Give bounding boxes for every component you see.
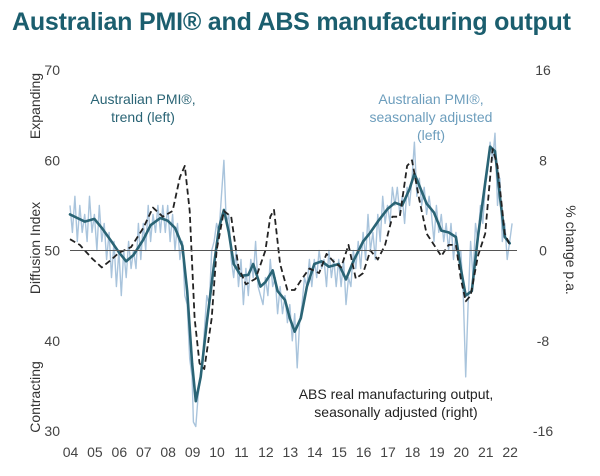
y-left-tick-label: 70	[44, 62, 60, 78]
y-left-tick-label: 60	[44, 152, 60, 168]
x-tick-label: 19	[429, 444, 445, 460]
ann-layer: Australian PMI®, trend (left) Australian P…	[90, 91, 493, 420]
y-right-tick-label: -8	[537, 333, 550, 349]
annotation-trend-line: trend (left)	[111, 109, 175, 125]
expanding-label: Expanding	[27, 73, 43, 139]
y-right-axis-label: % change p.a.	[563, 205, 579, 295]
x-tick-label: 12	[258, 444, 274, 460]
contracting-label: Contracting	[27, 361, 43, 433]
x-tick-label: 10	[209, 444, 225, 460]
x-tick-label: 07	[136, 444, 152, 460]
x-tick-label: 16	[356, 444, 372, 460]
series-line-0	[68, 145, 511, 403]
x-tick-label: 20	[454, 444, 470, 460]
y-left-tick-label: 30	[44, 423, 60, 439]
y-left-tick-label: 40	[44, 333, 60, 349]
annotation-sa-line: (left)	[417, 127, 445, 143]
annotation-sa-line: seasonally adjusted	[370, 109, 493, 125]
x-tick-label: 21	[478, 444, 494, 460]
series-line-1	[69, 148, 511, 370]
axis-layer: 04 05 06 07 08 09 10 11 12 13 14 15 16 17 18 19 20 21 2230…	[27, 62, 579, 460]
x-tick-label: 18	[405, 444, 421, 460]
x-tick-label: 17	[380, 444, 396, 460]
annotation-sa-line: Australian PMI®,	[378, 91, 483, 107]
annotation-abs-line: seasonally adjusted (right)	[314, 404, 477, 420]
x-tick-label: 14	[307, 444, 323, 460]
y-left-axis-label: Diffusion Index	[27, 202, 43, 294]
y-right-tick-label: -16	[533, 423, 553, 439]
series-line-2	[69, 132, 513, 428]
x-tick-label: 15	[331, 444, 347, 460]
y-right-tick-label: 8	[539, 152, 547, 168]
x-tick-label: 09	[185, 444, 201, 460]
y-right-tick-label: 0	[539, 243, 547, 259]
x-tick-label: 11	[234, 444, 249, 460]
x-tick-label: 13	[283, 444, 299, 460]
abs-layer	[69, 148, 511, 370]
x-tick-label: 22	[502, 444, 518, 460]
x-tick-label: 06	[112, 444, 128, 460]
sa-layer	[69, 132, 513, 428]
trend-layer	[68, 145, 511, 403]
y-left-tick-label: 50	[44, 243, 60, 259]
annotation-abs-line: ABS real manufacturing output,	[299, 386, 494, 402]
y-right-tick-label: 16	[535, 62, 551, 78]
annotation-trend-line: Australian PMI®,	[90, 91, 195, 107]
chart-title: Australian PMI® and ABS manufacturing ou…	[12, 8, 571, 36]
x-tick-label: 05	[87, 444, 103, 460]
x-tick-label: 08	[160, 444, 176, 460]
x-tick-label: 04	[63, 444, 79, 460]
